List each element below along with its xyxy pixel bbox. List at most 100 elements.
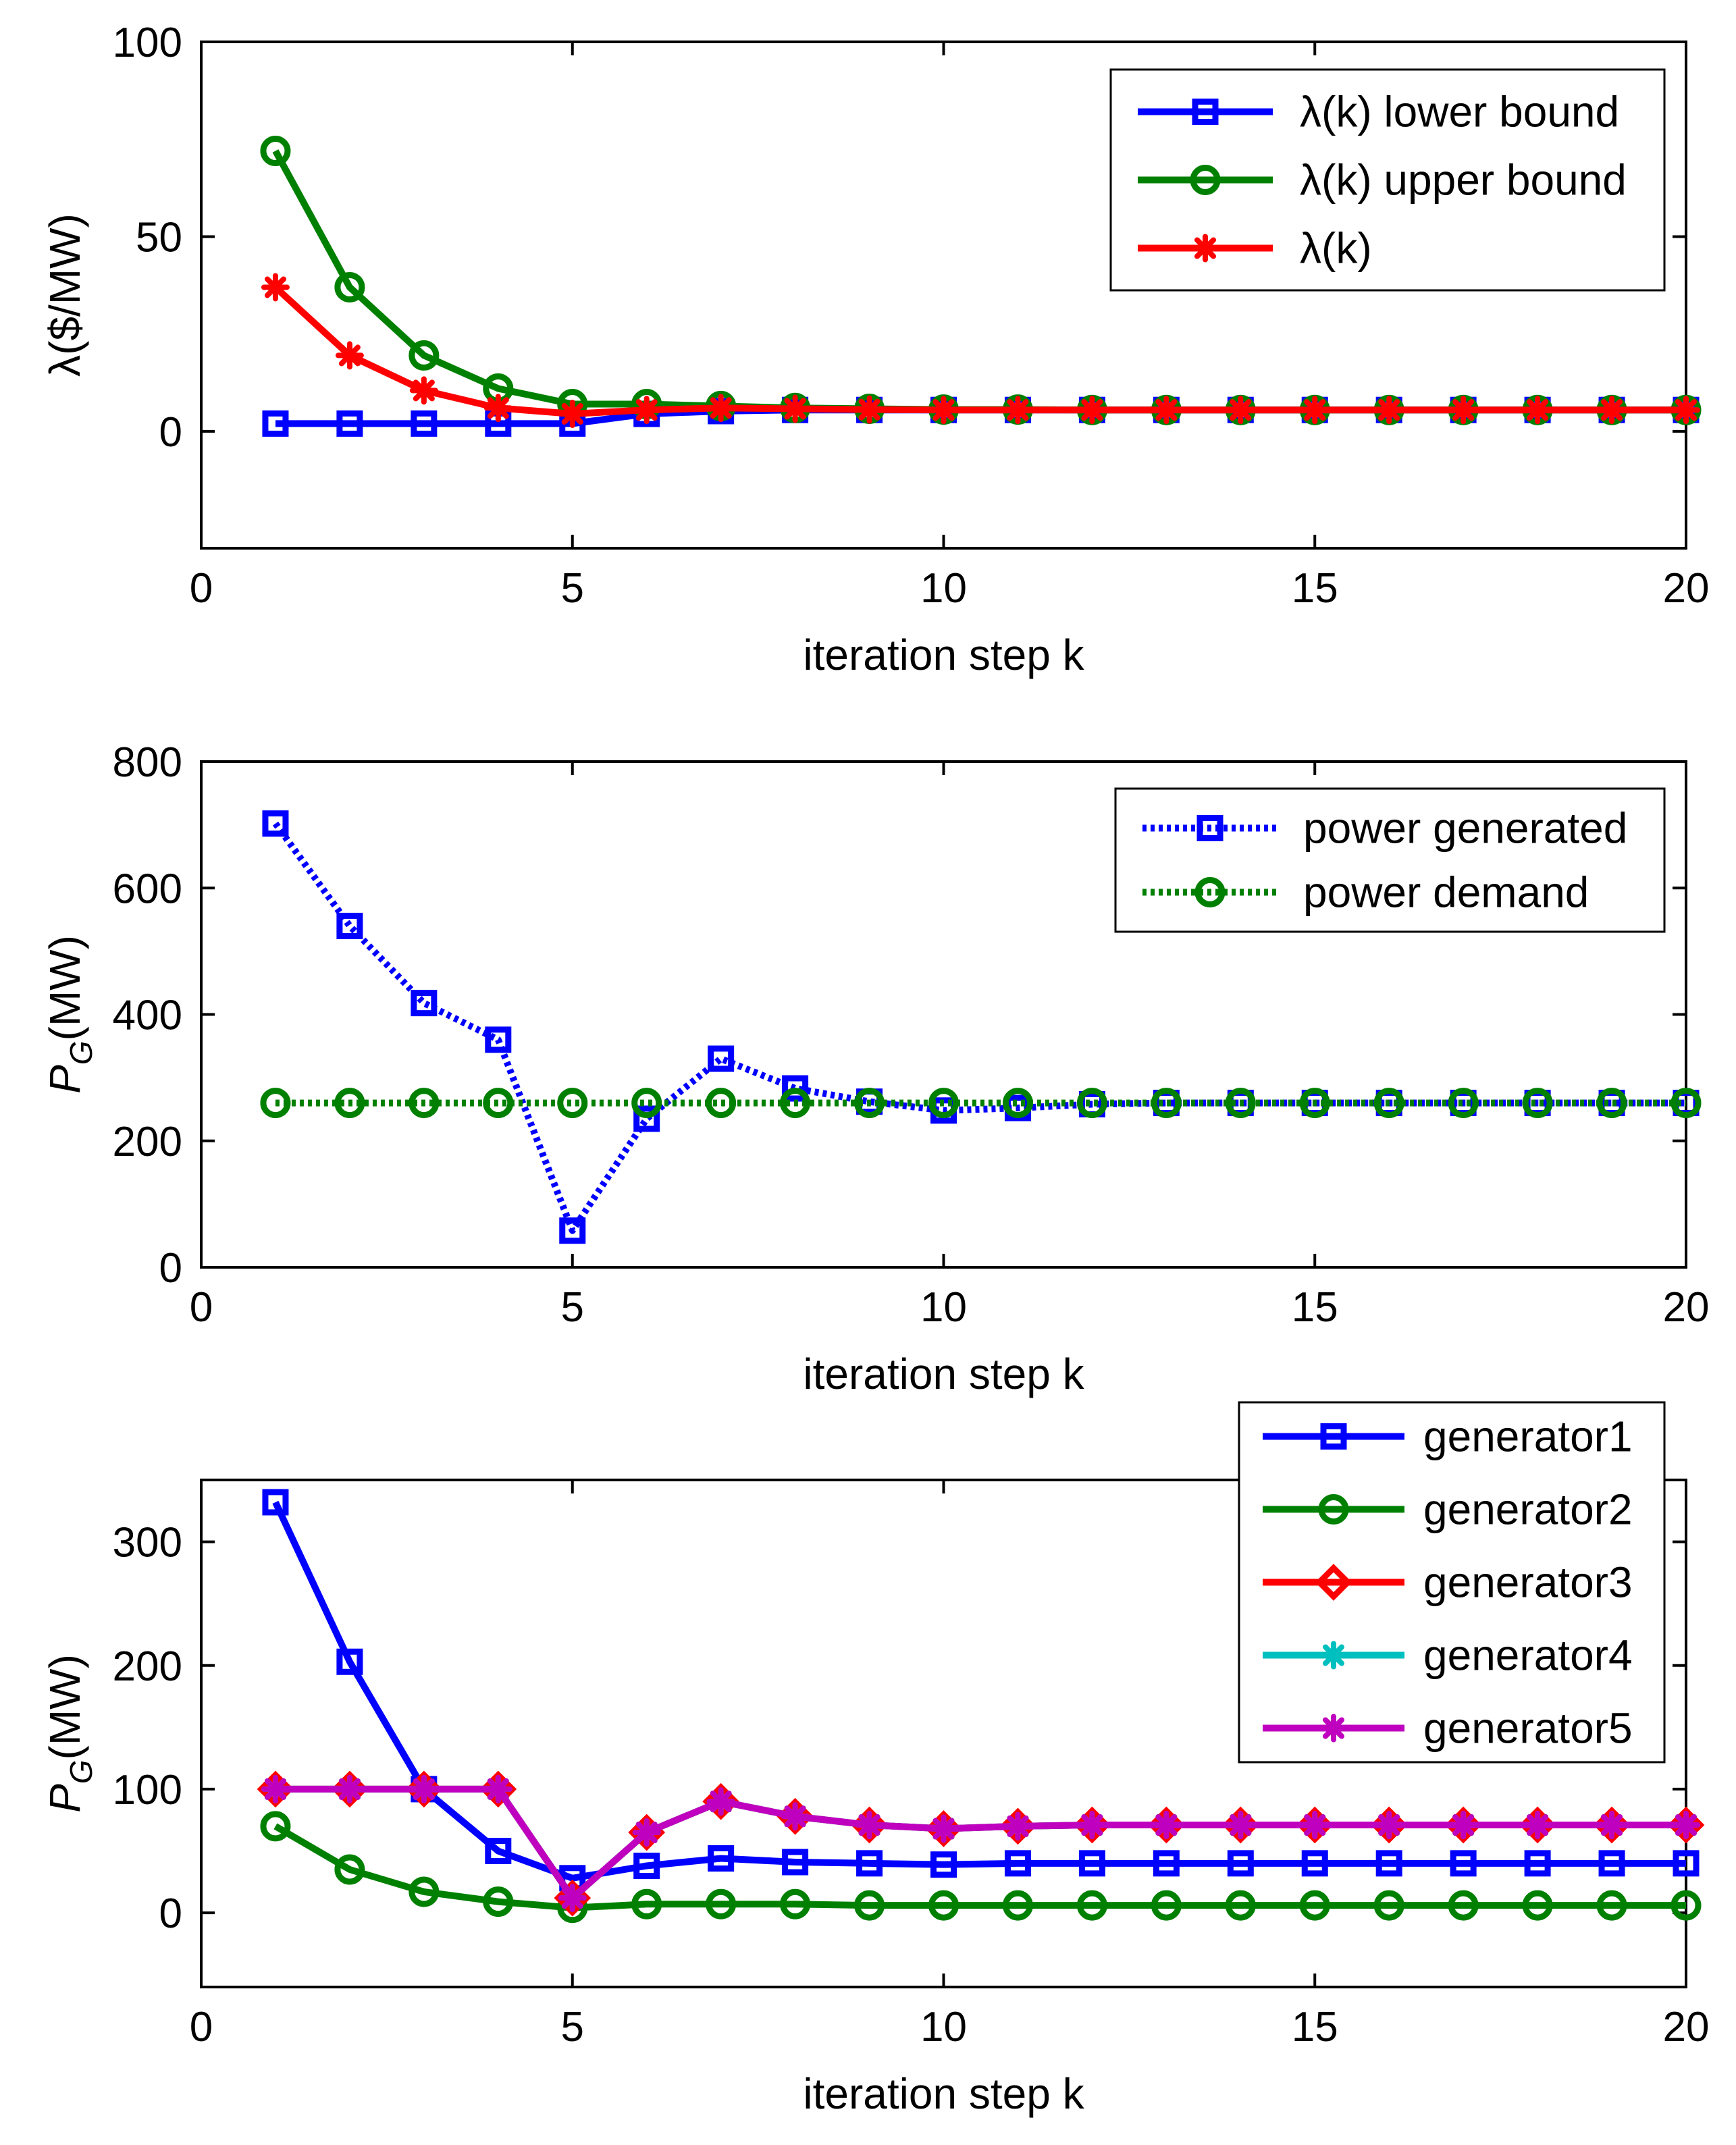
data-point-2-2-11: [1002, 1088, 1033, 1119]
data-point-2-2-13: [1151, 1088, 1182, 1119]
data-point-3-2-20: [1671, 1890, 1702, 1921]
data-point-3-1-11: [1004, 1850, 1031, 1877]
x-axis-label-3: iteration step k: [803, 2069, 1084, 2118]
x-axis-label-1: iteration step k: [803, 631, 1084, 679]
data-point-2-2-4: [483, 1088, 514, 1119]
data-point-1-3-9-core: [864, 404, 875, 415]
series-1-3: [261, 273, 1700, 428]
data-point-3-1-14: [1227, 1850, 1254, 1877]
data-point-3-5-5-core: [567, 1892, 578, 1904]
y-axis-label-3: PG(MW): [41, 1654, 99, 1813]
data-point-1-1-1: [262, 410, 289, 437]
legend-marker-1-1: [1192, 99, 1219, 125]
y-tick-label-1-1: 50: [136, 214, 182, 261]
series-3-1: [262, 1489, 1700, 1892]
x-tick-label-3-2: 10: [920, 2004, 967, 2050]
data-point-3-5-14-core: [1235, 1819, 1246, 1831]
data-point-3-5-12-core: [1086, 1819, 1098, 1831]
y-tick-label-3-0: 0: [159, 1890, 182, 1937]
y-axis-label-1: λ($/MW): [41, 213, 89, 377]
legend-label-3-2: generator2: [1423, 1485, 1633, 1534]
data-point-3-5-4-core: [492, 1783, 504, 1795]
chart-panel-1: 0 5 10 15 20 0 50 100 iteration step k λ($/MW) λ(k…: [41, 20, 1709, 679]
data-point-1-1-2: [336, 410, 363, 437]
legend-marker-3-3: [1315, 1564, 1352, 1601]
data-point-3-5-9-core: [864, 1819, 875, 1831]
data-point-3-5-17-core: [1457, 1819, 1469, 1831]
y-tick-label-3-1: 100: [113, 1767, 182, 1813]
y-tick-label-2-2: 400: [113, 992, 182, 1039]
data-point-3-2-6: [631, 1888, 662, 1919]
data-point-3-1-13: [1153, 1850, 1180, 1877]
legend-marker-3-1: [1320, 1423, 1347, 1450]
data-point-1-3-19-core: [1606, 404, 1618, 416]
data-point-3-5-13-core: [1161, 1819, 1172, 1831]
data-point-2-2-8: [780, 1088, 811, 1119]
y-tick-label-2-3: 600: [113, 866, 182, 912]
data-point-1-3-17-core: [1457, 404, 1469, 416]
legend-label-2-1: power generated: [1303, 804, 1627, 853]
data-point-2-2-19: [1596, 1088, 1627, 1119]
data-point-3-2-16: [1373, 1890, 1404, 1921]
y-tick-label-1-0: 0: [159, 409, 182, 456]
data-point-3-5-2-core: [344, 1783, 356, 1795]
data-point-1-3-14-core: [1235, 404, 1246, 416]
data-point-2-2-14: [1225, 1088, 1256, 1119]
legend-label-1-1: λ(k) lower bound: [1300, 88, 1619, 136]
data-point-3-2-8: [780, 1888, 811, 1919]
data-point-2-2-2: [334, 1088, 365, 1119]
legend-label-3-4: generator4: [1423, 1631, 1633, 1680]
data-point-1-2-1: [260, 136, 291, 167]
x-axis-label-2: iteration step k: [803, 1350, 1084, 1398]
series-line-2-1: [272, 821, 1686, 1234]
legend-marker-3-5-core: [1327, 1722, 1340, 1734]
data-point-1-3-15-core: [1309, 404, 1321, 416]
legend-2: power generated power demand: [1114, 787, 1666, 933]
data-point-3-5-1-core: [269, 1783, 282, 1795]
data-point-3-2-7: [706, 1888, 737, 1919]
data-point-3-1-19: [1598, 1850, 1625, 1877]
x-tick-label-2-1: 5: [561, 1284, 584, 1331]
data-point-3-2-17: [1448, 1890, 1479, 1921]
data-point-3-1-18: [1524, 1850, 1551, 1877]
data-point-1-3-12-core: [1086, 404, 1098, 416]
x-tick-label-3-3: 15: [1292, 2004, 1338, 2050]
data-point-1-2-3: [409, 340, 440, 371]
x-tick-label-2-0: 0: [190, 1284, 213, 1331]
series-3-2: [260, 1811, 1702, 1924]
data-point-3-5-10-core: [938, 1823, 949, 1834]
data-point-1-3-7-core: [715, 402, 727, 414]
series-2-2: [260, 1088, 1702, 1119]
data-point-1-3-11-core: [1012, 404, 1024, 416]
data-point-3-1-2: [336, 1648, 363, 1675]
data-point-2-2-9: [854, 1088, 885, 1119]
data-point-2-2-10: [928, 1088, 959, 1119]
data-point-2-1-4: [485, 1026, 512, 1053]
data-point-1-3-18-core: [1531, 404, 1544, 416]
data-point-3-1-10: [930, 1851, 957, 1878]
data-point-2-2-6: [631, 1088, 662, 1119]
legend-3: generator1 generator2 generator3 generator4…: [1238, 1401, 1666, 1764]
data-point-3-1-8: [782, 1849, 809, 1876]
data-point-1-2-2: [334, 271, 365, 302]
data-point-3-2-1: [260, 1811, 291, 1842]
data-point-3-1-15: [1301, 1850, 1328, 1877]
data-point-3-5-6-core: [641, 1826, 652, 1838]
data-point-2-2-3: [409, 1088, 440, 1119]
data-point-3-5-18-core: [1531, 1819, 1544, 1831]
legend-label-3-3: generator3: [1423, 1558, 1633, 1607]
data-point-3-2-10: [928, 1890, 959, 1921]
x-tick-label-2-2: 10: [920, 1284, 967, 1331]
data-point-3-1-1: [262, 1489, 289, 1516]
data-point-3-2-12: [1076, 1890, 1107, 1921]
data-point-3-1-7: [708, 1845, 735, 1872]
data-point-2-1-8: [782, 1075, 809, 1102]
legend-marker-1-2: [1190, 165, 1221, 195]
data-point-3-2-2: [334, 1854, 365, 1885]
y-axis-label-main-3: P: [41, 1784, 89, 1813]
data-point-2-2-1: [260, 1088, 291, 1119]
y-axis-label-unit-3: (MW): [41, 1654, 89, 1759]
